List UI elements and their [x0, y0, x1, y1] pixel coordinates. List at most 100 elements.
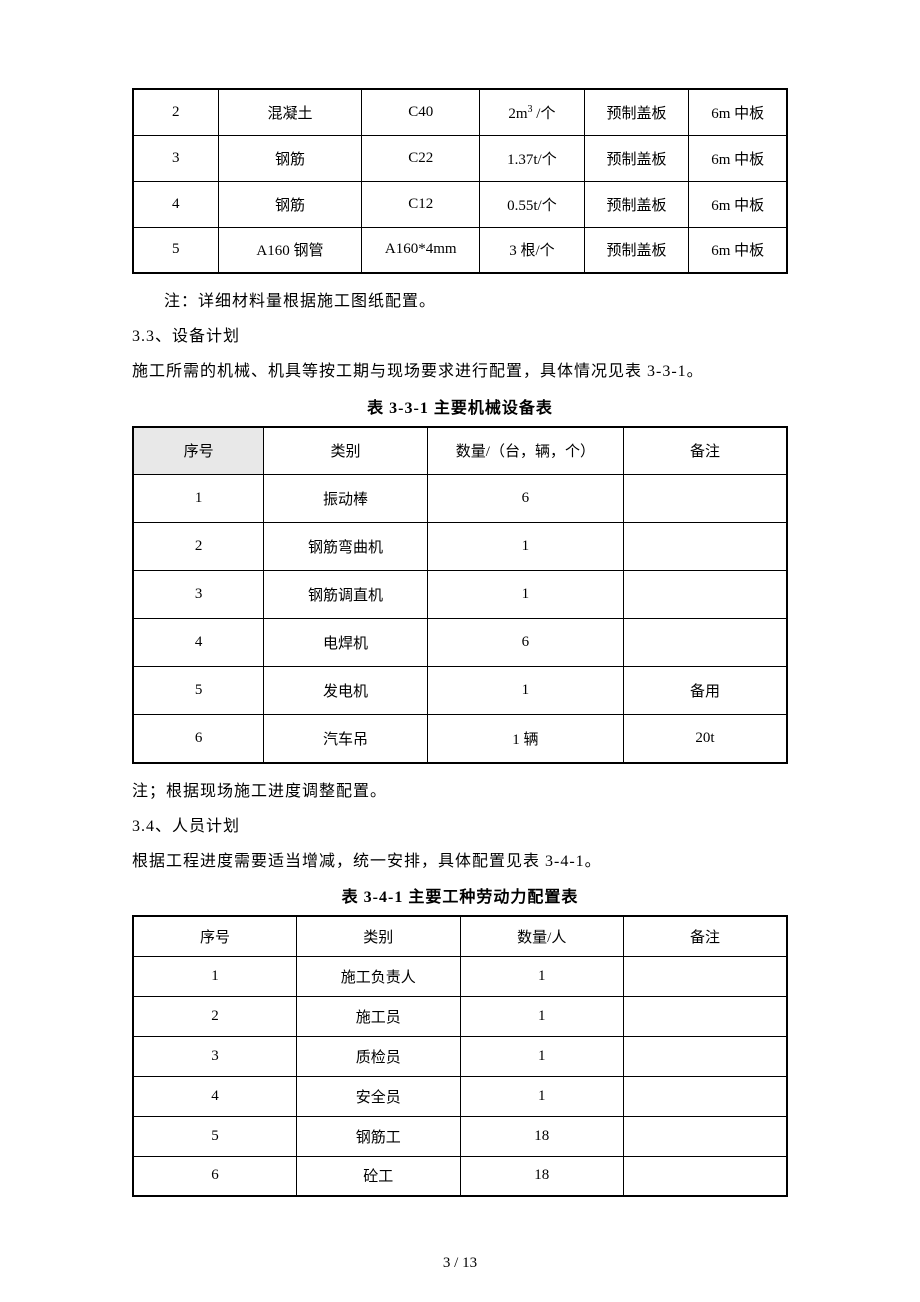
note-1: 注：详细材料量根据施工图纸配置。 [132, 284, 788, 319]
table3-title: 表 3-4-1 主要工种劳动力配置表 [132, 883, 788, 907]
table-row: 4安全员1 [133, 1076, 787, 1116]
cell [624, 996, 788, 1036]
table-row: 3质检员1 [133, 1036, 787, 1076]
cell: 6 [427, 475, 623, 523]
cell: 2 [133, 89, 218, 135]
cell: 施工员 [297, 996, 461, 1036]
cell: 1 [427, 571, 623, 619]
cell: 5 [133, 667, 264, 715]
cell: 2 [133, 996, 297, 1036]
cell: 4 [133, 1076, 297, 1116]
section-33-heading: 3.3、设备计划 [132, 319, 788, 354]
cell: 电焊机 [264, 619, 428, 667]
cell: 钢筋弯曲机 [264, 523, 428, 571]
cell: 5 [133, 227, 218, 273]
table-row: 1施工负责人1 [133, 956, 787, 996]
cell: 1 [133, 956, 297, 996]
table-header-row: 序号类别数量/人备注 [133, 916, 787, 956]
column-header: 数量/（台，辆，个） [427, 427, 623, 475]
cell: A160*4mm [362, 227, 480, 273]
cell: C40 [362, 89, 480, 135]
table-row: 5发电机1备用 [133, 667, 787, 715]
table-header-row: 序号类别数量/（台，辆，个）备注 [133, 427, 787, 475]
cell: 汽车吊 [264, 715, 428, 763]
cell [624, 1156, 788, 1196]
cell: 1 [427, 667, 623, 715]
cell: 4 [133, 181, 218, 227]
cell: 备用 [623, 667, 787, 715]
column-header: 序号 [133, 427, 264, 475]
table-row: 4电焊机6 [133, 619, 787, 667]
page-number: 3 / 13 [0, 1255, 920, 1272]
column-header: 备注 [623, 427, 787, 475]
cell: 施工负责人 [297, 956, 461, 996]
cell: 0.55t/个 [480, 181, 585, 227]
table-row: 2施工员1 [133, 996, 787, 1036]
cell: 3 [133, 135, 218, 181]
cell: 1 辆 [427, 715, 623, 763]
table-row: 2钢筋弯曲机1 [133, 523, 787, 571]
table-row: 4钢筋C120.55t/个预制盖板6m 中板 [133, 181, 787, 227]
table-row: 3钢筋C221.37t/个预制盖板6m 中板 [133, 135, 787, 181]
cell [624, 1036, 788, 1076]
cell [624, 956, 788, 996]
cell: 3 [133, 571, 264, 619]
cell: 预制盖板 [584, 89, 689, 135]
cell [623, 475, 787, 523]
cell: 6 [427, 619, 623, 667]
cell: 砼工 [297, 1156, 461, 1196]
cell [624, 1076, 788, 1116]
column-header: 备注 [624, 916, 788, 956]
cell: 6m 中板 [689, 181, 787, 227]
cell: 钢筋 [218, 181, 362, 227]
cell: 6m 中板 [689, 227, 787, 273]
column-header: 类别 [297, 916, 461, 956]
cell: C22 [362, 135, 480, 181]
section-33-text: 施工所需的机械、机具等按工期与现场要求进行配置，具体情况见表 3-3-1。 [132, 354, 788, 389]
table-row: 6砼工18 [133, 1156, 787, 1196]
cell: 发电机 [264, 667, 428, 715]
cell: 3 [133, 1036, 297, 1076]
column-header: 数量/人 [460, 916, 624, 956]
section-34-text: 根据工程进度需要适当增减，统一安排，具体配置见表 3-4-1。 [132, 844, 788, 879]
cell: 1 [460, 1036, 624, 1076]
cell: 振动棒 [264, 475, 428, 523]
cell: 预制盖板 [584, 135, 689, 181]
cell: 钢筋调直机 [264, 571, 428, 619]
cell: 5 [133, 1116, 297, 1156]
cell: 1 [460, 1076, 624, 1116]
cell: 6 [133, 715, 264, 763]
cell [624, 1116, 788, 1156]
cell: 18 [460, 1116, 624, 1156]
table2-title: 表 3-3-1 主要机械设备表 [132, 394, 788, 418]
cell [623, 619, 787, 667]
cell: 1 [133, 475, 264, 523]
table-row: 3钢筋调直机1 [133, 571, 787, 619]
cell: 6 [133, 1156, 297, 1196]
equipment-table: 序号类别数量/（台，辆，个）备注1振动棒62钢筋弯曲机13钢筋调直机14电焊机6… [132, 426, 788, 764]
cell [623, 571, 787, 619]
cell: 1.37t/个 [480, 135, 585, 181]
cell: 6m 中板 [689, 135, 787, 181]
labor-table: 序号类别数量/人备注1施工负责人12施工员13质检员14安全员15钢筋工186砼… [132, 915, 788, 1197]
cell: 混凝土 [218, 89, 362, 135]
section-34-heading: 3.4、人员计划 [132, 809, 788, 844]
cell: 质检员 [297, 1036, 461, 1076]
cell: 3 根/个 [480, 227, 585, 273]
cell: 预制盖板 [584, 227, 689, 273]
cell: 1 [460, 996, 624, 1036]
table-row: 1振动棒6 [133, 475, 787, 523]
cell: A160 钢管 [218, 227, 362, 273]
cell: 钢筋工 [297, 1116, 461, 1156]
cell: 安全员 [297, 1076, 461, 1116]
note-2: 注；根据现场施工进度调整配置。 [132, 774, 788, 809]
cell: 1 [460, 956, 624, 996]
cell: 6m 中板 [689, 89, 787, 135]
table-row: 5A160 钢管A160*4mm3 根/个预制盖板6m 中板 [133, 227, 787, 273]
cell: C12 [362, 181, 480, 227]
cell: 18 [460, 1156, 624, 1196]
column-header: 序号 [133, 916, 297, 956]
table-row: 2混凝土C402m3 /个预制盖板6m 中板 [133, 89, 787, 135]
cell: 20t [623, 715, 787, 763]
table-row: 5钢筋工18 [133, 1116, 787, 1156]
